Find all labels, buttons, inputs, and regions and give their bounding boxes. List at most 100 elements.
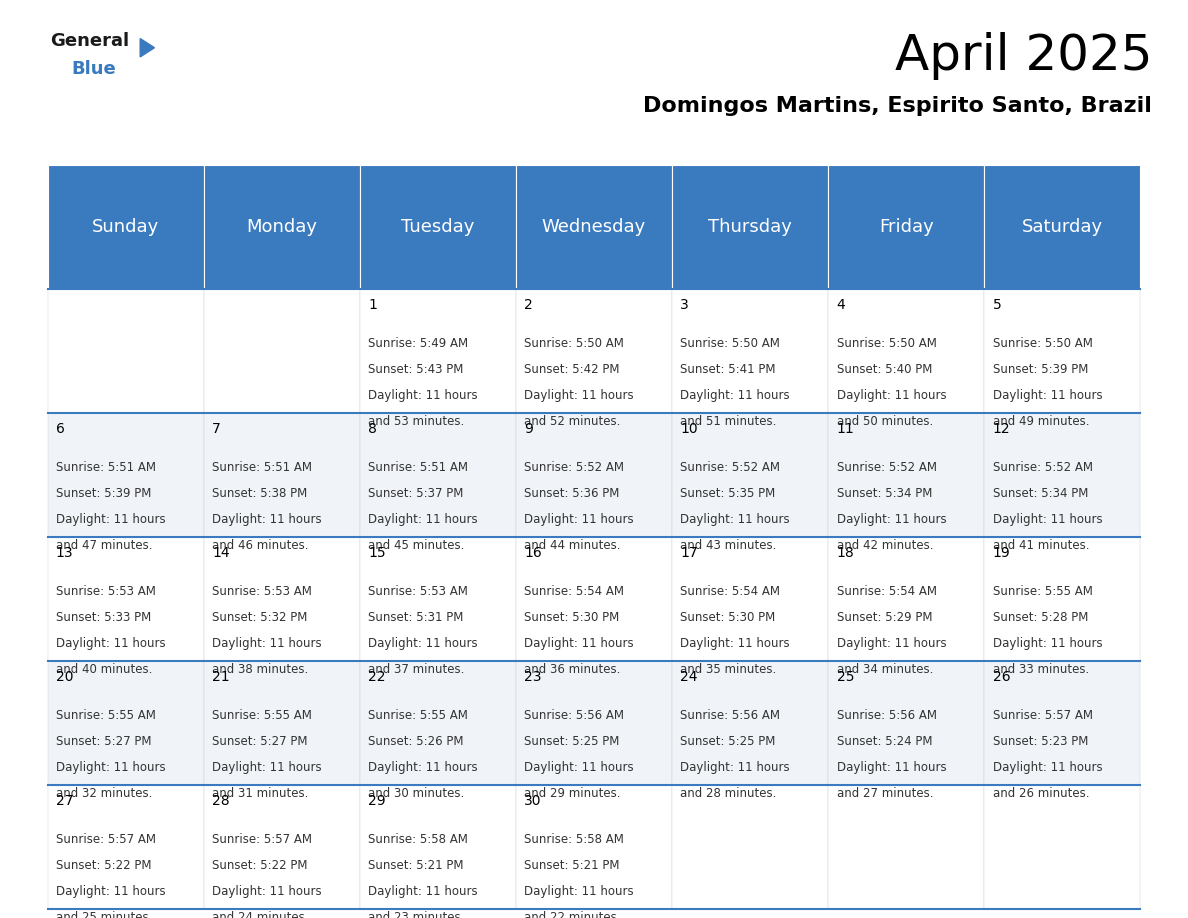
Text: 12: 12	[993, 422, 1010, 436]
FancyBboxPatch shape	[985, 165, 1140, 289]
Text: Daylight: 11 hours: Daylight: 11 hours	[368, 885, 478, 898]
Text: Sunset: 5:25 PM: Sunset: 5:25 PM	[681, 734, 776, 748]
Text: Daylight: 11 hours: Daylight: 11 hours	[993, 761, 1102, 774]
Text: 15: 15	[368, 546, 386, 560]
Text: and 52 minutes.: and 52 minutes.	[524, 415, 620, 428]
Text: Domingos Martins, Espirito Santo, Brazil: Domingos Martins, Espirito Santo, Brazil	[644, 96, 1152, 117]
Text: Sunset: 5:29 PM: Sunset: 5:29 PM	[836, 610, 933, 624]
Text: Sunrise: 5:52 AM: Sunrise: 5:52 AM	[993, 461, 1093, 474]
Text: Sunrise: 5:55 AM: Sunrise: 5:55 AM	[993, 585, 1093, 598]
Text: Daylight: 11 hours: Daylight: 11 hours	[56, 637, 165, 650]
Text: 28: 28	[211, 794, 229, 808]
Text: 24: 24	[681, 670, 697, 684]
Text: and 51 minutes.: and 51 minutes.	[681, 415, 777, 428]
Text: Sunset: 5:22 PM: Sunset: 5:22 PM	[211, 858, 308, 872]
Text: and 50 minutes.: and 50 minutes.	[836, 415, 933, 428]
Text: Daylight: 11 hours: Daylight: 11 hours	[368, 637, 478, 650]
Text: Sunset: 5:38 PM: Sunset: 5:38 PM	[211, 487, 308, 500]
FancyBboxPatch shape	[672, 785, 828, 909]
Text: and 35 minutes.: and 35 minutes.	[681, 663, 777, 676]
Text: Sunrise: 5:54 AM: Sunrise: 5:54 AM	[836, 585, 936, 598]
Text: and 36 minutes.: and 36 minutes.	[524, 663, 620, 676]
Text: Sunrise: 5:56 AM: Sunrise: 5:56 AM	[681, 709, 781, 722]
Text: Daylight: 11 hours: Daylight: 11 hours	[211, 885, 322, 898]
Text: Sunset: 5:25 PM: Sunset: 5:25 PM	[524, 734, 620, 748]
Text: April 2025: April 2025	[895, 32, 1152, 80]
FancyBboxPatch shape	[203, 785, 360, 909]
Text: and 32 minutes.: and 32 minutes.	[56, 787, 152, 800]
Text: Sunrise: 5:53 AM: Sunrise: 5:53 AM	[56, 585, 156, 598]
Text: and 40 minutes.: and 40 minutes.	[56, 663, 152, 676]
Text: Daylight: 11 hours: Daylight: 11 hours	[681, 513, 790, 526]
Text: and 27 minutes.: and 27 minutes.	[836, 787, 933, 800]
Text: 11: 11	[836, 422, 854, 436]
Text: 3: 3	[681, 298, 689, 312]
Text: Friday: Friday	[879, 218, 934, 236]
Text: 25: 25	[836, 670, 854, 684]
Text: Sunset: 5:27 PM: Sunset: 5:27 PM	[56, 734, 151, 748]
Text: Sunrise: 5:52 AM: Sunrise: 5:52 AM	[681, 461, 781, 474]
Text: and 26 minutes.: and 26 minutes.	[993, 787, 1089, 800]
Text: Sunset: 5:41 PM: Sunset: 5:41 PM	[681, 363, 776, 376]
Text: and 38 minutes.: and 38 minutes.	[211, 663, 308, 676]
FancyBboxPatch shape	[360, 289, 516, 413]
Text: Daylight: 11 hours: Daylight: 11 hours	[836, 761, 946, 774]
Text: Daylight: 11 hours: Daylight: 11 hours	[681, 761, 790, 774]
Text: 7: 7	[211, 422, 221, 436]
Text: and 43 minutes.: and 43 minutes.	[681, 539, 777, 552]
FancyBboxPatch shape	[48, 661, 203, 785]
FancyBboxPatch shape	[985, 785, 1140, 909]
Text: Sunrise: 5:54 AM: Sunrise: 5:54 AM	[524, 585, 624, 598]
FancyBboxPatch shape	[516, 413, 672, 537]
FancyBboxPatch shape	[985, 289, 1140, 413]
Text: and 22 minutes.: and 22 minutes.	[524, 911, 621, 918]
Text: and 37 minutes.: and 37 minutes.	[368, 663, 465, 676]
Text: Daylight: 11 hours: Daylight: 11 hours	[524, 761, 634, 774]
Text: Sunset: 5:24 PM: Sunset: 5:24 PM	[836, 734, 933, 748]
FancyBboxPatch shape	[672, 661, 828, 785]
Text: Sunset: 5:43 PM: Sunset: 5:43 PM	[368, 363, 463, 376]
Text: 6: 6	[56, 422, 64, 436]
Text: Daylight: 11 hours: Daylight: 11 hours	[836, 389, 946, 402]
Text: Sunset: 5:40 PM: Sunset: 5:40 PM	[836, 363, 931, 376]
Text: Wednesday: Wednesday	[542, 218, 646, 236]
Text: Sunrise: 5:55 AM: Sunrise: 5:55 AM	[368, 709, 468, 722]
Text: 2: 2	[524, 298, 533, 312]
Text: Sunrise: 5:58 AM: Sunrise: 5:58 AM	[368, 833, 468, 845]
Text: Monday: Monday	[246, 218, 317, 236]
Text: Sunset: 5:21 PM: Sunset: 5:21 PM	[524, 858, 620, 872]
Text: 13: 13	[56, 546, 74, 560]
FancyBboxPatch shape	[516, 785, 672, 909]
Text: 10: 10	[681, 422, 699, 436]
Text: Tuesday: Tuesday	[402, 218, 474, 236]
FancyBboxPatch shape	[48, 165, 203, 289]
Text: Sunday: Sunday	[91, 218, 159, 236]
FancyBboxPatch shape	[672, 413, 828, 537]
Text: Sunset: 5:27 PM: Sunset: 5:27 PM	[211, 734, 308, 748]
Text: Sunset: 5:30 PM: Sunset: 5:30 PM	[681, 610, 776, 624]
Text: Sunrise: 5:50 AM: Sunrise: 5:50 AM	[681, 337, 781, 350]
Text: Sunrise: 5:53 AM: Sunrise: 5:53 AM	[368, 585, 468, 598]
Text: and 34 minutes.: and 34 minutes.	[836, 663, 933, 676]
Text: Sunset: 5:36 PM: Sunset: 5:36 PM	[524, 487, 620, 500]
Text: Sunset: 5:39 PM: Sunset: 5:39 PM	[993, 363, 1088, 376]
FancyBboxPatch shape	[985, 413, 1140, 537]
FancyBboxPatch shape	[516, 165, 672, 289]
Text: 18: 18	[836, 546, 854, 560]
FancyBboxPatch shape	[828, 785, 985, 909]
Text: Daylight: 11 hours: Daylight: 11 hours	[524, 513, 634, 526]
Text: Sunrise: 5:55 AM: Sunrise: 5:55 AM	[211, 709, 311, 722]
FancyBboxPatch shape	[828, 661, 985, 785]
Text: 30: 30	[524, 794, 542, 808]
Text: Sunset: 5:34 PM: Sunset: 5:34 PM	[836, 487, 931, 500]
Text: and 44 minutes.: and 44 minutes.	[524, 539, 621, 552]
Text: 27: 27	[56, 794, 74, 808]
Text: Sunset: 5:26 PM: Sunset: 5:26 PM	[368, 734, 463, 748]
FancyBboxPatch shape	[672, 289, 828, 413]
Text: Sunrise: 5:50 AM: Sunrise: 5:50 AM	[524, 337, 624, 350]
Text: Daylight: 11 hours: Daylight: 11 hours	[56, 761, 165, 774]
Text: Sunset: 5:37 PM: Sunset: 5:37 PM	[368, 487, 463, 500]
Text: and 42 minutes.: and 42 minutes.	[836, 539, 933, 552]
FancyBboxPatch shape	[48, 413, 203, 537]
Text: 19: 19	[993, 546, 1011, 560]
